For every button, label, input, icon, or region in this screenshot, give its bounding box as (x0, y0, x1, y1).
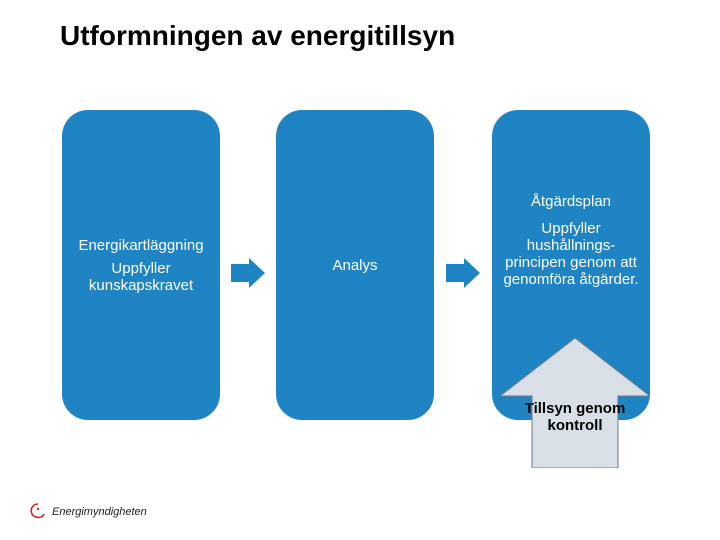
panel-analys: Analys (276, 110, 434, 420)
panel-heading: Åtgärdsplan (531, 193, 611, 210)
panel-subtext: Analys (332, 257, 377, 274)
panel-heading: Energikartläggning (78, 237, 203, 254)
logo-swirl-icon (28, 502, 48, 522)
big-arrow-label: Tillsyn genom kontroll (515, 400, 635, 435)
panel-energikartlaggning: Energikartläggning Uppfyller kunskapskra… (62, 110, 220, 420)
logo: Energimyndigheten (28, 502, 147, 522)
panel-subtext: Uppfyller hushållnings-principen genom a… (502, 220, 640, 288)
arrow-right-icon (231, 258, 265, 288)
page-title: Utformningen av energitillsyn (60, 20, 455, 52)
diagram-stage: Utformningen av energitillsyn Energikart… (0, 0, 720, 540)
arrow-right-icon (446, 258, 480, 288)
logo-text: Energimyndigheten (52, 506, 147, 518)
panel-subtext: Uppfyller kunskapskravet (72, 260, 210, 294)
